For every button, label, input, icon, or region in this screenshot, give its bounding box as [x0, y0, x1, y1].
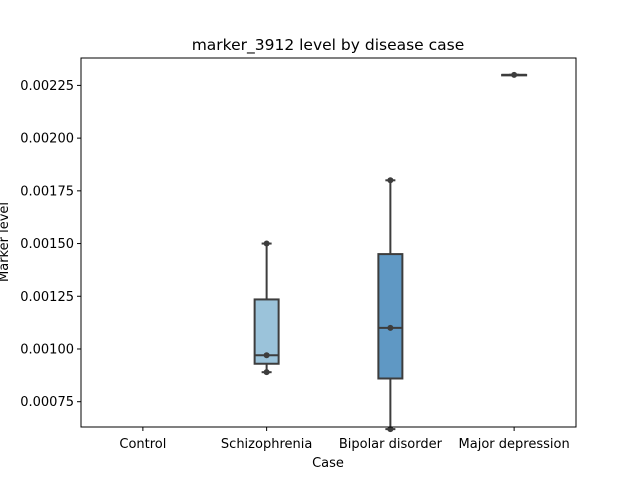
y-tick-label: 0.00150 [20, 237, 74, 252]
x-tick-label: Bipolar disorder [339, 437, 443, 452]
data-point [263, 369, 270, 376]
box-bipolar-disorder [377, 177, 404, 433]
iqr-box [377, 253, 404, 380]
y-axis-label: Marker level [0, 202, 12, 282]
box-plot-area [253, 71, 528, 433]
chart-title: marker_3912 level by disease case [192, 36, 465, 55]
y-tick-label: 0.00100 [20, 342, 74, 357]
data-point [387, 177, 394, 184]
y-tick-label: 0.00075 [20, 395, 74, 410]
x-tick-label: Schizophrenia [221, 437, 312, 452]
x-tick-label: Control [119, 437, 166, 452]
y-tick-label: 0.00200 [20, 132, 74, 147]
box-major-depression [501, 71, 528, 78]
data-point [263, 240, 270, 247]
x-tick-label: Major depression [459, 437, 570, 452]
x-axis-label: Case [312, 456, 344, 471]
plot-frame [80, 57, 577, 428]
data-point [511, 71, 518, 78]
data-point [263, 352, 270, 359]
data-point [387, 426, 394, 433]
box-schizophrenia [253, 240, 280, 376]
y-tick-label: 0.00125 [20, 290, 74, 305]
y-tick-label: 0.00225 [20, 79, 74, 94]
y-tick-label: 0.00175 [20, 184, 74, 199]
data-point [387, 324, 394, 331]
x-axis: Control Schizophrenia Bipolar disorder Majo… [119, 427, 570, 452]
y-axis: 0.00075 0.00100 0.00125 0.00150 0.00175 0.002… [20, 79, 81, 410]
